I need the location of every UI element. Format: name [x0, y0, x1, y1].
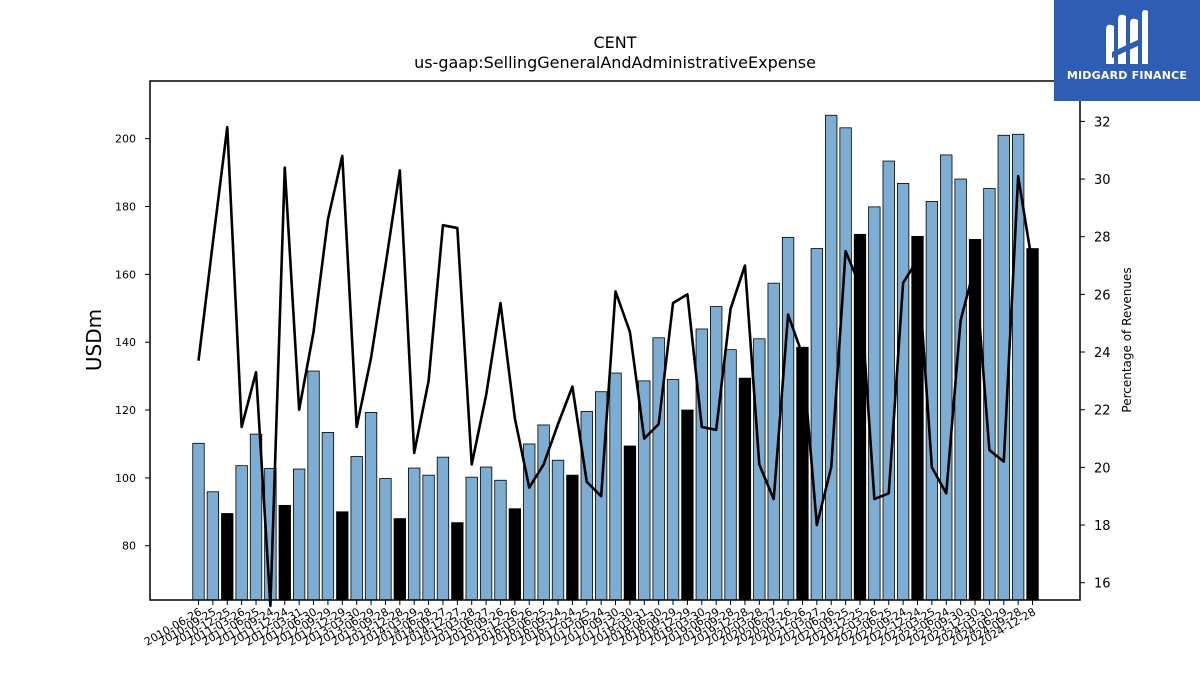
bar-2013-06-29 — [364, 412, 378, 601]
bar-2011-12-24 — [278, 504, 291, 601]
bar-2019-06-29 — [710, 306, 723, 601]
y2-tick-label: 26 — [1094, 288, 1111, 303]
bar-2018-06-30 — [652, 337, 665, 601]
y2-axis-label: Percentage of Revenues — [1120, 267, 1134, 412]
y-tick-label: 140 — [115, 336, 136, 349]
y2-tick-label: 22 — [1094, 404, 1111, 419]
bar-2016-12-24 — [566, 474, 579, 601]
y2-tick-label: 24 — [1094, 346, 1111, 361]
bar-2011-06-25 — [249, 433, 263, 601]
bar-2022-03-26 — [868, 206, 881, 601]
bar-2020-09-26 — [781, 236, 795, 601]
bar-2010-12-25 — [221, 513, 234, 601]
bar-2021-09-25 — [839, 127, 852, 601]
bar-2020-12-26 — [796, 346, 809, 601]
bar-2012-12-29 — [336, 511, 349, 601]
logo-text: MIDGARD FINANCE — [1066, 69, 1188, 82]
bar-2023-09-30 — [954, 178, 967, 601]
bar-2013-03-30 — [350, 456, 363, 601]
percentage-line — [197, 125, 1034, 608]
y-tick-label: 120 — [115, 404, 136, 417]
y-tick-label: 180 — [115, 201, 136, 214]
midgard-finance-logo: MIDGARD FINANCE — [1054, 0, 1200, 101]
bar-2017-12-30 — [623, 445, 637, 601]
bar-2010-09-25 — [206, 491, 220, 601]
bar-2019-12-28 — [738, 377, 752, 601]
line-group — [197, 125, 1034, 608]
bar-2020-03-28 — [753, 338, 766, 601]
y-axis-left: 80 100 120 140 160 180 200 — [115, 133, 150, 553]
bar-2014-12-27 — [451, 522, 464, 601]
bar-2015-03-28 — [465, 476, 478, 601]
y2-tick-label: 16 — [1094, 577, 1111, 592]
x-axis: 2010-06-262010-09-252010-12-252011-03-26… — [142, 600, 1038, 649]
bar-2022-12-24 — [911, 235, 924, 601]
bar-2016-09-24 — [551, 459, 565, 601]
bar-2010-06-26 — [192, 442, 205, 601]
bar-2017-09-30 — [609, 372, 622, 601]
y-axis-label: USDm — [82, 309, 106, 371]
bar-2018-09-29 — [666, 379, 680, 601]
y2-tick-label: 32 — [1094, 115, 1111, 130]
bar-2011-03-26 — [235, 465, 248, 601]
bar-2012-06-30 — [307, 370, 320, 601]
y-tick-label: 160 — [115, 268, 136, 281]
y2-tick-label: 28 — [1094, 231, 1111, 246]
bar-2015-12-26 — [508, 508, 522, 601]
bar-2018-12-29 — [681, 409, 694, 601]
bar-2012-03-31 — [293, 468, 306, 601]
bars-group — [192, 114, 1039, 601]
bar-2023-12-30 — [968, 239, 982, 601]
bar-2014-03-29 — [408, 467, 421, 601]
bar-2022-09-24 — [896, 183, 910, 601]
bar-2023-06-24 — [940, 154, 953, 601]
plot-frame — [149, 80, 1081, 601]
bar-2015-06-27 — [479, 466, 493, 601]
bar-2015-09-26 — [494, 479, 507, 601]
bar-2019-03-30 — [695, 328, 708, 601]
y2-tick-label: 20 — [1094, 461, 1111, 476]
bar-2014-09-27 — [436, 456, 450, 601]
midgard-logo-icon — [1106, 10, 1148, 65]
bar-2017-03-25 — [580, 410, 593, 601]
y2-tick-label: 30 — [1094, 173, 1111, 188]
bar-2019-09-28 — [724, 349, 737, 601]
y-tick-label: 80 — [122, 540, 136, 553]
bar-2024-12-28 — [1026, 248, 1039, 601]
y-axis-right: 16 18 20 22 24 26 28 30 32 — [1080, 115, 1111, 592]
bar-2013-09-28 — [379, 478, 392, 601]
bar-2014-06-28 — [422, 474, 435, 601]
y-tick-label: 100 — [115, 472, 136, 485]
bar-2012-09-29 — [321, 432, 335, 601]
bar-2021-03-27 — [810, 248, 823, 601]
chart-title: CENT — [593, 33, 636, 52]
chart-subtitle: us-gaap:SellingGeneralAndAdministrativeE… — [414, 53, 816, 72]
bar-2013-12-28 — [393, 518, 406, 601]
y-tick-label: 200 — [115, 133, 136, 146]
bar-2021-06-26 — [825, 114, 838, 601]
bar-2022-06-25 — [882, 160, 895, 601]
y2-tick-label: 18 — [1094, 519, 1111, 534]
